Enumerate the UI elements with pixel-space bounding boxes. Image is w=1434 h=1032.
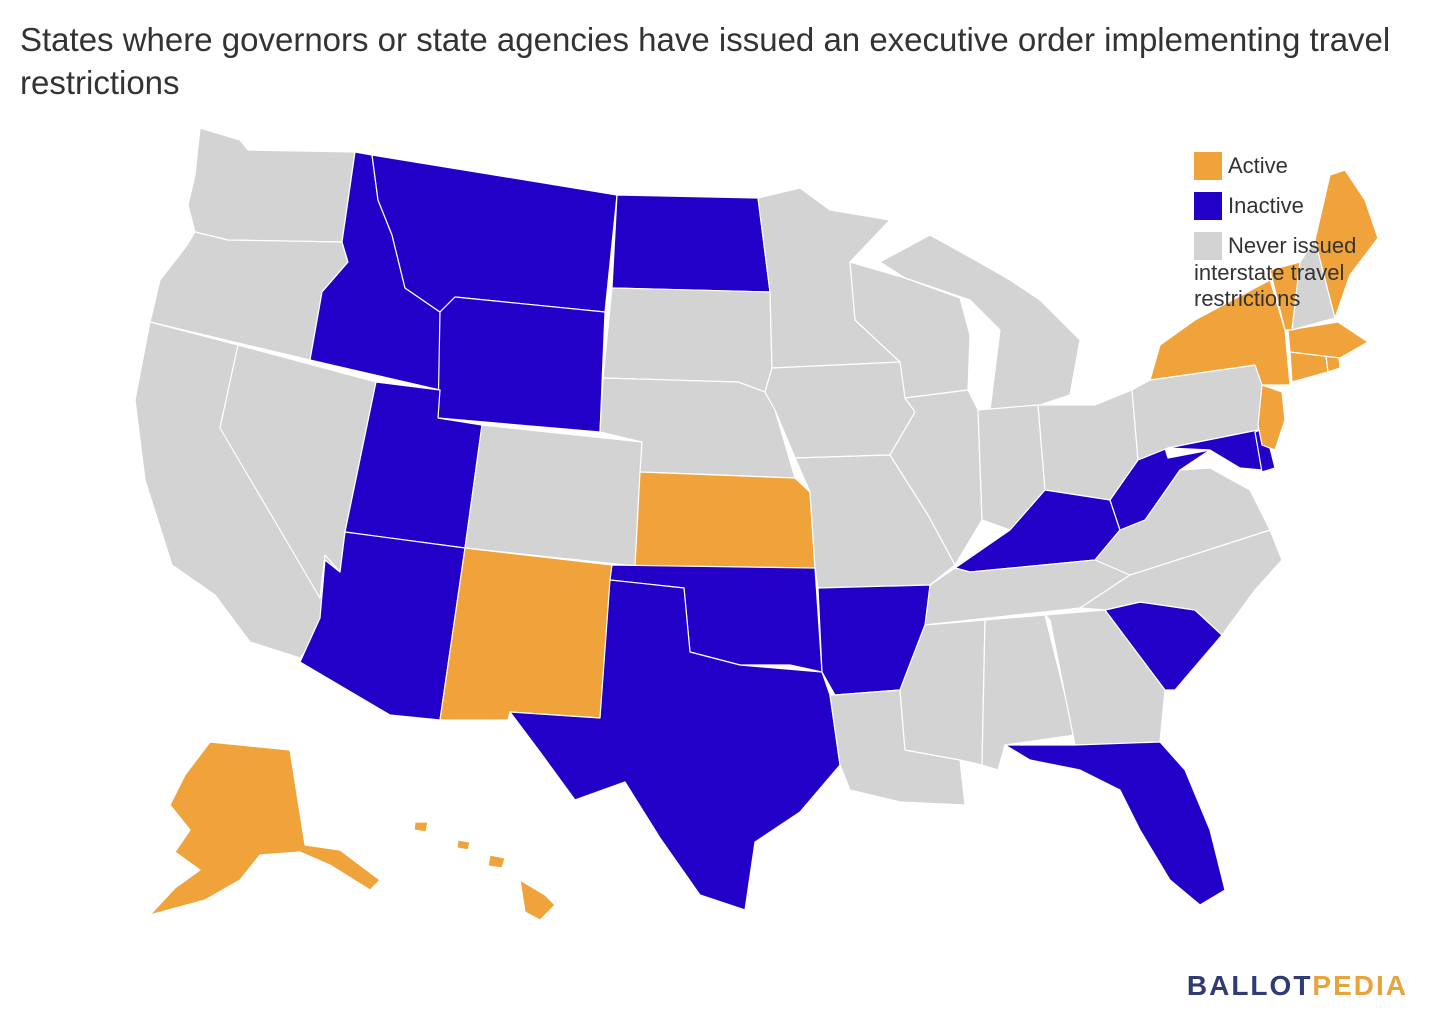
state-new-jersey[interactable] <box>1257 384 1286 451</box>
legend-swatch-active <box>1194 152 1222 180</box>
state-alaska[interactable] <box>149 741 381 916</box>
state-kansas[interactable] <box>634 471 816 569</box>
state-hawaii-kauai[interactable] <box>413 821 429 833</box>
legend-swatch-never <box>1194 232 1222 260</box>
map-title: States where governors or state agencies… <box>20 21 1391 101</box>
state-maryland[interactable] <box>1167 429 1263 471</box>
map-legend: Active Inactive Never issued interstate … <box>1194 146 1404 312</box>
legend-label-never-continuation: interstate travel restrictions <box>1194 260 1345 311</box>
legend-item-never: Never issued <box>1194 226 1404 266</box>
state-colorado[interactable] <box>464 424 643 567</box>
state-massachusetts[interactable] <box>1287 321 1369 359</box>
state-arizona[interactable] <box>299 531 466 721</box>
state-illinois[interactable] <box>889 389 983 566</box>
ballotpedia-logo: BALLOTPEDIA <box>1187 970 1408 1002</box>
state-florida[interactable] <box>1004 741 1226 906</box>
state-washington[interactable] <box>187 127 356 243</box>
state-hawaii[interactable] <box>519 879 556 921</box>
state-wyoming[interactable] <box>437 296 606 433</box>
logo-part-1: BALLOT <box>1186 970 1313 1001</box>
state-hawaii-maui[interactable] <box>487 854 506 869</box>
legend-item-inactive: Inactive <box>1194 186 1404 226</box>
legend-swatch-inactive <box>1194 192 1222 220</box>
state-hawaii-oahu[interactable] <box>456 839 471 851</box>
state-maine[interactable] <box>1314 169 1379 319</box>
state-michigan[interactable] <box>879 234 1081 411</box>
legend-item-active: Active <box>1194 146 1404 186</box>
legend-label-inactive: Inactive <box>1228 193 1304 218</box>
legend-label-never: Never issued <box>1228 233 1357 258</box>
state-north-dakota[interactable] <box>611 194 771 293</box>
state-new-mexico[interactable] <box>439 547 613 721</box>
state-texas[interactable] <box>509 579 841 911</box>
logo-part-2: PEDIA <box>1312 970 1408 1001</box>
state-montana[interactable] <box>371 154 618 313</box>
state-iowa[interactable] <box>764 361 916 459</box>
legend-label-active: Active <box>1228 153 1288 178</box>
state-south-dakota[interactable] <box>602 287 773 393</box>
